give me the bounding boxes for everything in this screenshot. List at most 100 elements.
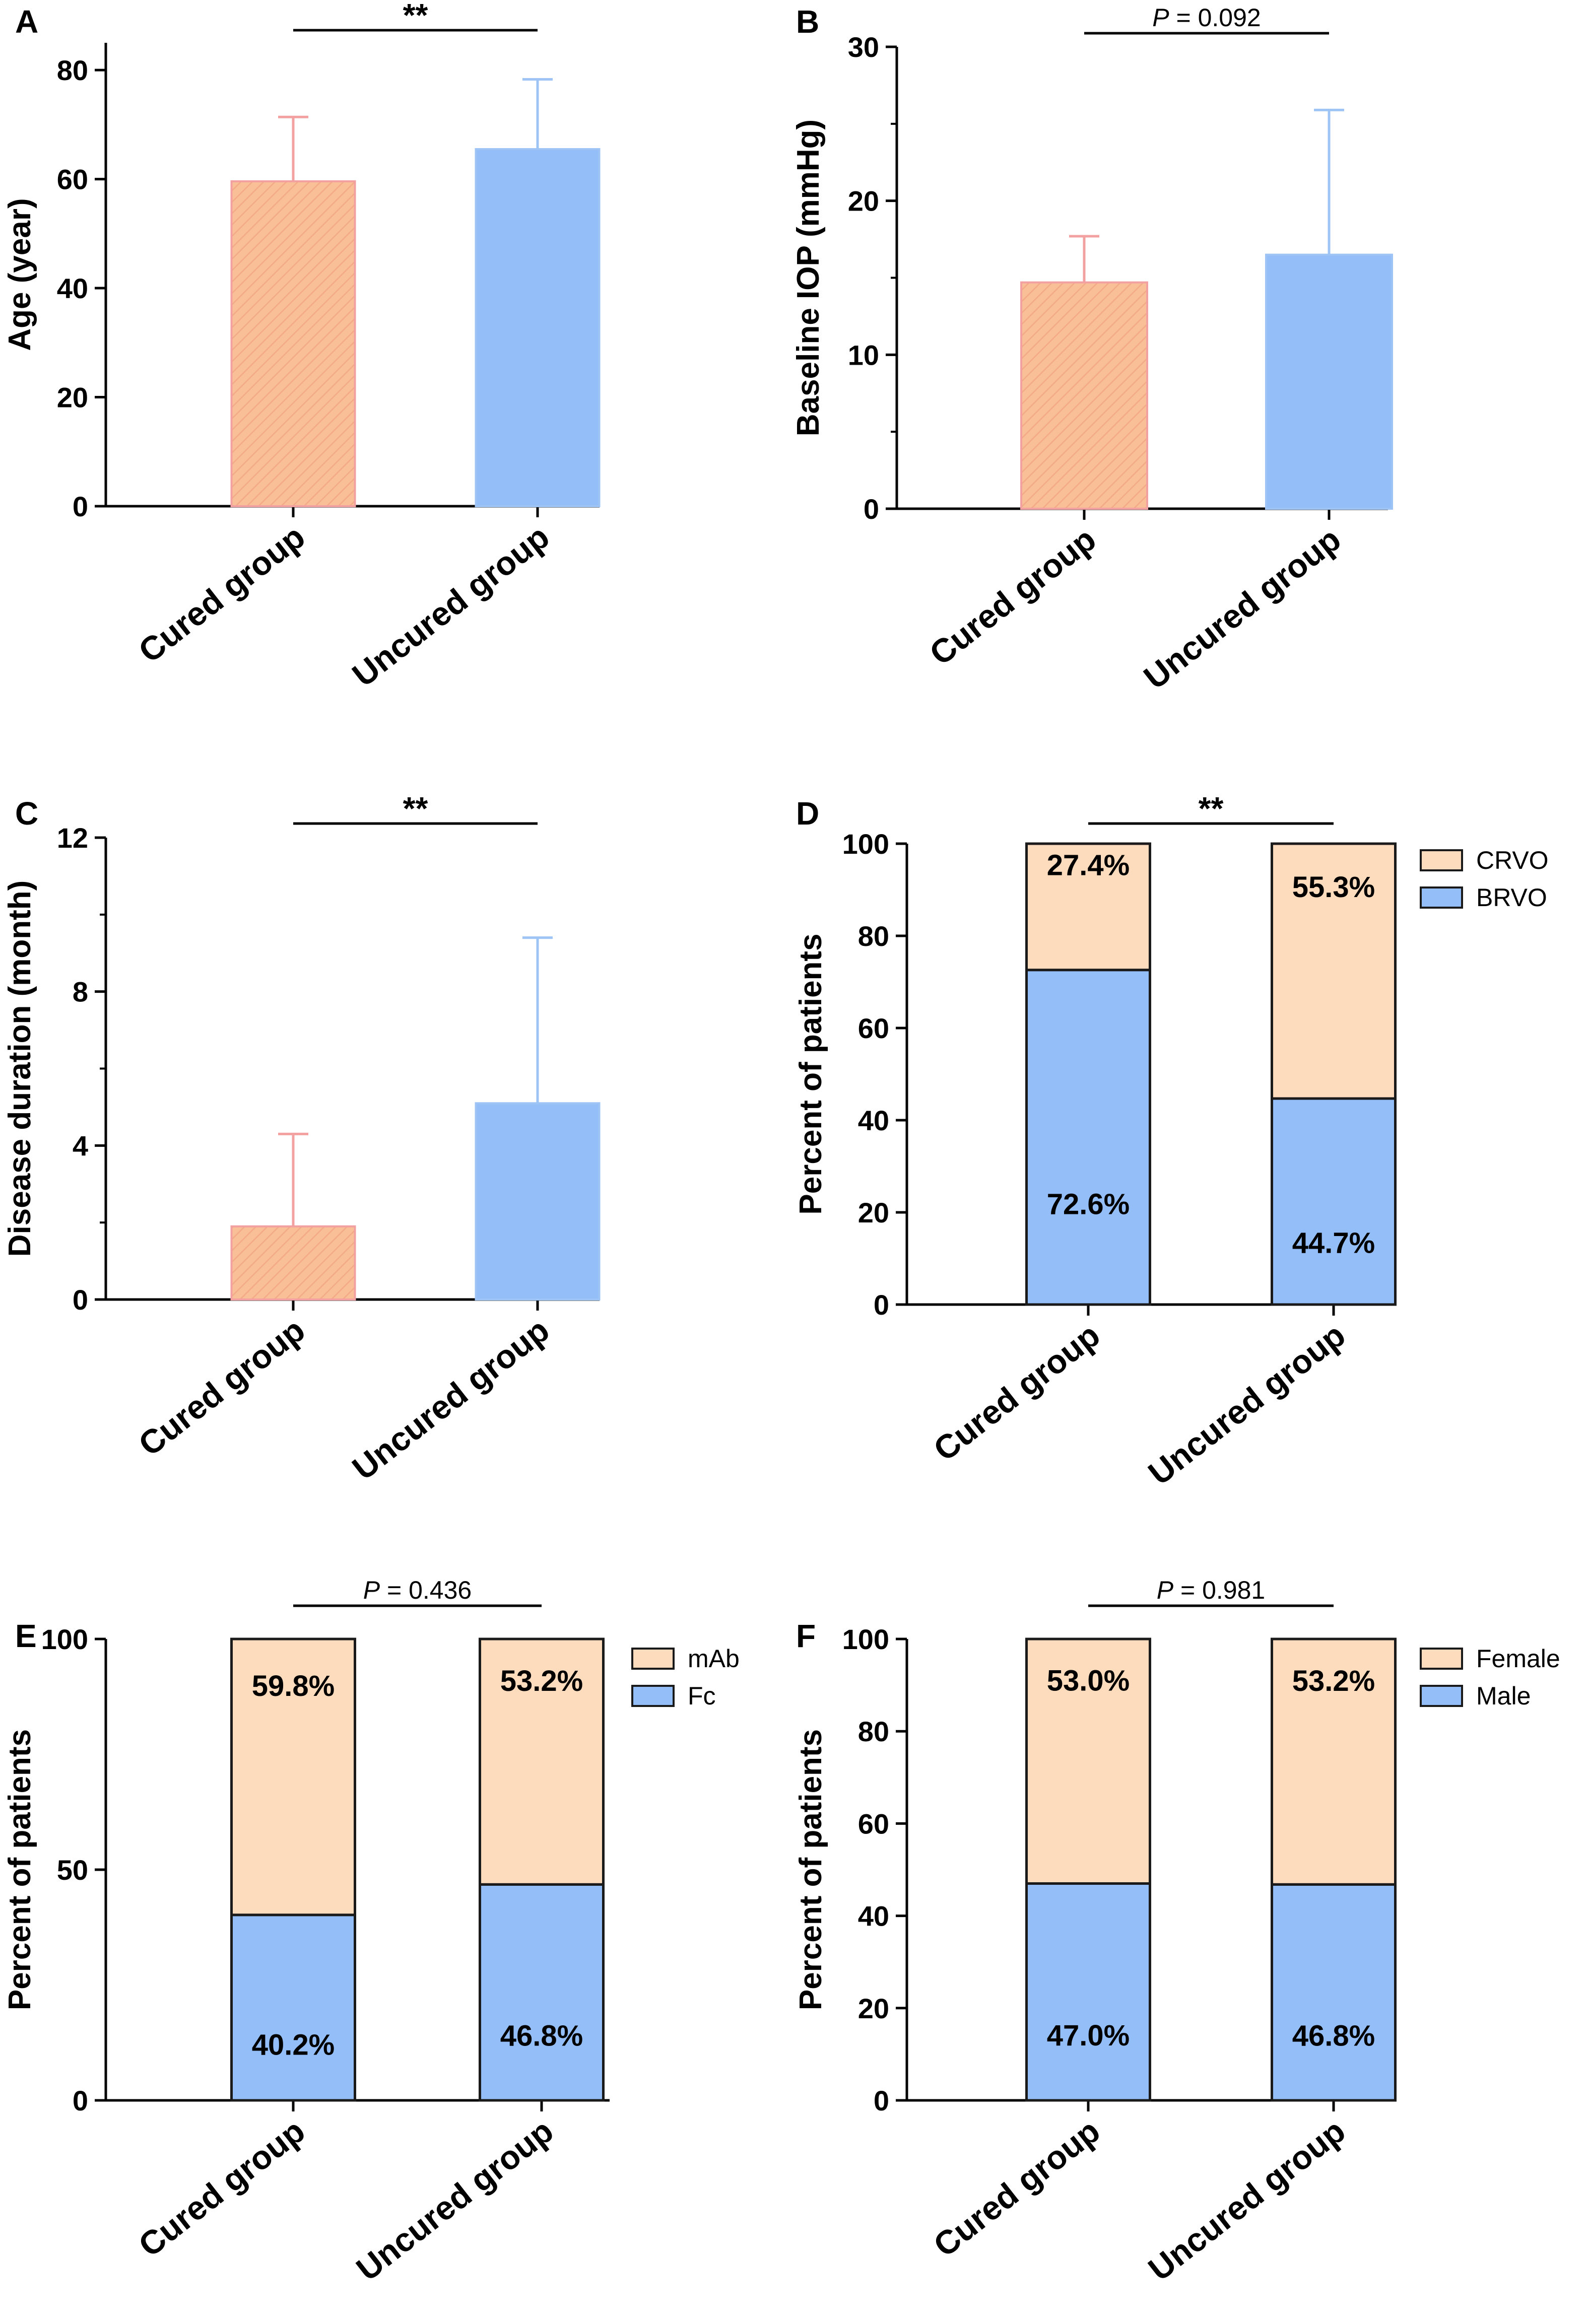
panel-letter: B (796, 4, 819, 40)
bar (1265, 253, 1393, 510)
y-tick-label: 40 (858, 1900, 889, 1932)
bar (475, 148, 601, 507)
x-tick-label: Cured group (927, 1316, 1107, 1468)
legend-label: mAb (688, 1645, 740, 1673)
y-tick-label: 80 (858, 920, 889, 952)
segment-value-label: 72.6% (1047, 1188, 1130, 1221)
y-axis-label: Percent of patients (3, 1729, 37, 2010)
y-tick-label: 0 (73, 491, 88, 522)
y-axis-label: Disease duration (month) (3, 880, 37, 1257)
legend-label: CRVO (1476, 846, 1549, 874)
x-tick-label: Uncured group (345, 1311, 556, 1487)
legend-label: Fc (688, 1682, 716, 1710)
segment-value-label: 46.8% (500, 2019, 583, 2052)
y-tick-label: 4 (73, 1130, 88, 1161)
panel-b: B 0 10 20 30 Baseline IOP (mmHg) Cured group Un… (791, 4, 1393, 697)
p-value-label: P = 0.981 (1157, 1576, 1265, 1604)
y-tick-label: 20 (858, 1993, 889, 2024)
segment-value-label: 53.2% (1292, 1665, 1375, 1697)
y-axis-label: Percent of patients (794, 1729, 828, 2010)
x-tick-label: Cured group (131, 2112, 312, 2264)
p-value-number: = 0.092 (1169, 4, 1261, 32)
stack-segment (1025, 1882, 1151, 2102)
segment-value-label: 44.7% (1292, 1226, 1375, 1259)
segment-value-label: 53.0% (1047, 1665, 1130, 1697)
y-tick-label: 30 (848, 31, 879, 63)
panel-a: A 0 20 40 60 80 Age (year) Cured group Uncured g… (3, 0, 601, 694)
bar (230, 1225, 356, 1301)
y-tick-label: 20 (848, 185, 879, 217)
legend-label: Female (1476, 1645, 1560, 1673)
significance-stars: ** (403, 790, 428, 827)
panel-c: C 0 4 8 12 Disease duration (month) Cured grou… (3, 790, 601, 1487)
y-axis-label: Age (year) (3, 198, 37, 351)
x-tick-label: Uncured group (349, 2112, 560, 2288)
y-tick-label: 60 (57, 164, 88, 195)
segment-value-label: 46.8% (1292, 2019, 1375, 2052)
x-tick-label: Cured group (131, 1311, 312, 1463)
stack-segment (1025, 1637, 1151, 1885)
p-value-number: = 0.981 (1173, 1576, 1265, 1604)
stack-segment (1025, 969, 1151, 1306)
y-tick-label: 12 (57, 822, 88, 854)
y-tick-label: 100 (842, 828, 889, 860)
bar (475, 1102, 601, 1301)
significance-stars: ** (1199, 790, 1224, 827)
p-value-symbol: P (1152, 4, 1169, 32)
legend-swatch (1420, 849, 1463, 871)
y-axis-label: Percent of patients (794, 933, 828, 1214)
x-tick-label: Cured group (927, 2112, 1107, 2264)
p-value-label: P = 0.436 (363, 1576, 472, 1604)
stack-segment (230, 1637, 356, 1917)
panel-letter: F (796, 1618, 816, 1654)
p-value-number: = 0.436 (380, 1576, 472, 1604)
y-tick-label: 0 (874, 1289, 889, 1321)
y-tick-label: 50 (57, 1854, 88, 1886)
legend-swatch (1420, 886, 1463, 909)
y-tick-label: 100 (842, 1623, 889, 1655)
stack-segment (1025, 842, 1151, 972)
stack-segment (479, 1883, 605, 2102)
stack-segment (1271, 842, 1397, 1100)
segment-value-label: 27.4% (1047, 849, 1130, 882)
y-tick-label: 80 (858, 1716, 889, 1747)
y-tick-label: 8 (73, 976, 88, 1008)
stack-segment (1271, 1637, 1397, 1886)
stack-segment (230, 1913, 356, 2102)
stack-segment (1271, 1097, 1397, 1306)
legend-swatch (631, 1648, 675, 1670)
panel-letter: D (796, 795, 819, 832)
stack-segment (1271, 1883, 1397, 2102)
y-tick-label: 60 (858, 1808, 889, 1839)
y-tick-label: 0 (73, 1284, 88, 1316)
p-value-symbol: P (363, 1576, 380, 1604)
x-tick-label: Cured group (922, 520, 1103, 672)
y-tick-label: 100 (41, 1623, 88, 1655)
y-tick-label: 0 (73, 2085, 88, 2116)
y-tick-label: 80 (57, 54, 88, 86)
bar (1020, 281, 1148, 510)
x-tick-label: Uncured group (1137, 520, 1347, 697)
panel-d: D 0 20 40 60 80 100 Percent of patients Cured gr… (794, 790, 1549, 1492)
legend-label: Male (1476, 1682, 1531, 1710)
legend-swatch (1420, 1648, 1463, 1670)
legend-swatch (1420, 1685, 1463, 1707)
bar (230, 180, 356, 507)
y-tick-label: 20 (57, 382, 88, 414)
x-tick-label: Cured group (131, 518, 312, 670)
x-tick-label: Uncured group (1141, 1316, 1352, 1492)
y-tick-label: 10 (848, 339, 879, 371)
legend-swatch (631, 1685, 675, 1707)
segment-value-label: 55.3% (1292, 871, 1375, 904)
legend-label: BRVO (1476, 883, 1547, 912)
panel-letter: E (15, 1618, 37, 1654)
y-tick-label: 0 (874, 2085, 889, 2116)
y-tick-label: 0 (864, 493, 879, 525)
y-tick-label: 60 (858, 1012, 889, 1044)
significance-stars: ** (403, 0, 428, 33)
y-tick-label: 40 (858, 1105, 889, 1136)
y-tick-label: 40 (57, 272, 88, 304)
stack-segment (479, 1637, 605, 1886)
p-value-label: P = 0.092 (1152, 4, 1261, 32)
